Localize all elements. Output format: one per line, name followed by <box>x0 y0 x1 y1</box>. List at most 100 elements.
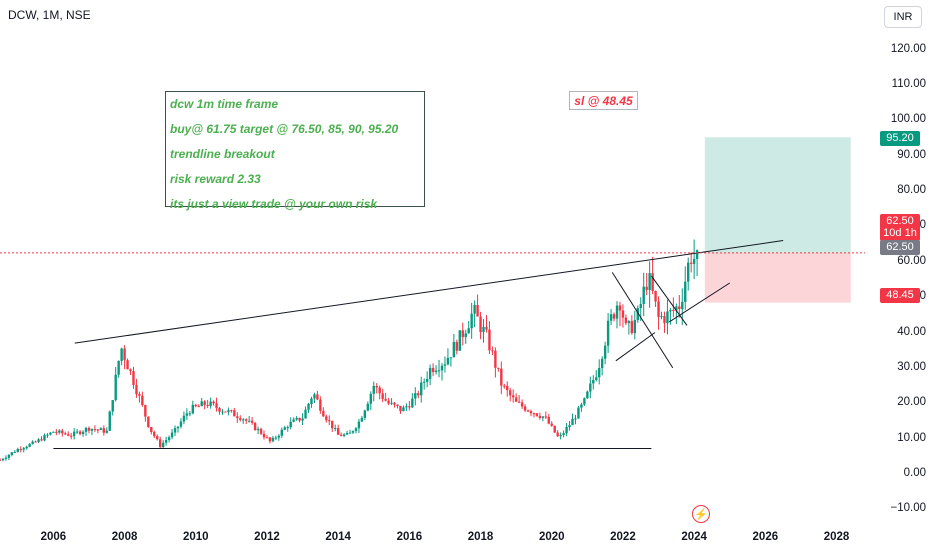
candle-body <box>595 377 598 381</box>
candle-body <box>369 393 372 404</box>
candle-body <box>227 410 230 413</box>
candle-body <box>609 314 613 321</box>
candle-body <box>215 403 218 408</box>
time-tick: 2022 <box>610 531 636 543</box>
candle-body <box>0 459 2 461</box>
candle-body <box>692 259 696 264</box>
candle-body <box>55 431 58 433</box>
candle-body <box>366 403 370 411</box>
candle-body <box>25 446 28 449</box>
candle-body <box>19 449 22 451</box>
candle-body <box>117 360 120 375</box>
candle-body <box>209 401 212 406</box>
candle-body <box>529 411 533 414</box>
candle-body <box>161 442 165 448</box>
candle-body <box>13 451 17 453</box>
symbol-title[interactable]: DCW, 1M, NSE <box>8 8 91 22</box>
candle-body <box>111 400 114 412</box>
candle-body <box>58 430 61 433</box>
time-tick: 2010 <box>182 531 209 543</box>
currency-button[interactable]: INR <box>884 6 922 28</box>
stop-loss-note[interactable]: sl @ 48.45 <box>569 91 638 110</box>
candle-body <box>102 428 106 433</box>
candle-body <box>654 290 657 302</box>
candle-body <box>331 420 334 429</box>
candle-body <box>627 321 631 324</box>
candle-body <box>233 410 236 417</box>
candle-body <box>535 413 539 416</box>
candle-body <box>64 433 67 435</box>
candle-body <box>600 358 604 369</box>
price-tick: 40.00 <box>897 325 926 338</box>
candle-body <box>304 409 307 419</box>
candle-body <box>452 341 456 358</box>
note-line: dcw 1m time frame <box>170 97 279 111</box>
countdown-label: 10d 1h <box>880 226 920 241</box>
candle-body <box>84 427 88 432</box>
candle-body <box>420 382 423 396</box>
candle-body <box>185 413 189 416</box>
price-tick: 90.00 <box>897 148 926 161</box>
candle-body <box>651 273 654 291</box>
candle-body <box>446 357 450 365</box>
candle-body <box>325 416 328 421</box>
candle-body <box>247 420 251 422</box>
price-line-label: 62.50 <box>880 240 920 255</box>
candle-body <box>16 449 19 452</box>
candle-body <box>286 427 289 429</box>
candle-body <box>488 329 491 351</box>
candle-body <box>559 434 562 437</box>
candle-body <box>375 386 378 388</box>
candle-body <box>544 416 548 418</box>
candle-body <box>598 368 601 378</box>
candle-body <box>334 428 337 430</box>
candle-body <box>500 368 503 386</box>
candle-body <box>319 399 322 411</box>
candle-body <box>170 432 174 438</box>
candle-body <box>695 250 699 260</box>
note-line: risk reward 2.33 <box>170 172 261 186</box>
candle-body <box>239 418 242 420</box>
candle-body <box>61 430 64 434</box>
candle-body <box>592 380 595 384</box>
candle-body <box>158 439 162 448</box>
candle-body <box>675 306 678 311</box>
candle-body <box>274 437 278 439</box>
candle-body <box>34 441 37 443</box>
candle-body <box>81 431 85 434</box>
candle-body <box>636 308 639 321</box>
candle-body <box>224 411 227 413</box>
candle-body <box>268 437 272 442</box>
price-tick: 120.00 <box>890 42 926 55</box>
candle-body <box>689 262 693 264</box>
candle-body <box>164 439 168 443</box>
candle-body <box>417 393 420 396</box>
candle-body <box>642 286 645 305</box>
candle-body <box>414 393 417 399</box>
candle-body <box>425 378 429 382</box>
candle-body <box>126 360 129 370</box>
candle-body <box>464 333 467 338</box>
candle-body <box>672 309 675 311</box>
candle-body <box>378 387 381 394</box>
candle-body <box>289 421 292 428</box>
trendline <box>615 332 656 362</box>
candle-body <box>357 421 361 429</box>
candle-body <box>114 374 117 401</box>
candle-body <box>494 350 497 368</box>
candle-body <box>621 310 625 318</box>
candle-body <box>479 316 482 333</box>
candle-body <box>7 454 11 458</box>
candle-body <box>482 326 485 333</box>
candle-body <box>218 407 221 412</box>
candle-body <box>298 417 301 421</box>
note-box[interactable]: dcw 1m time frame buy@ 61.75 target @ 76… <box>165 91 425 211</box>
candle-body <box>470 313 473 329</box>
flash-icon[interactable]: ⚡ <box>692 505 710 523</box>
candle-body <box>666 311 669 324</box>
candle-body <box>78 431 82 434</box>
candle-body <box>381 393 384 399</box>
candle-body <box>37 439 40 442</box>
candle-body <box>503 385 506 387</box>
